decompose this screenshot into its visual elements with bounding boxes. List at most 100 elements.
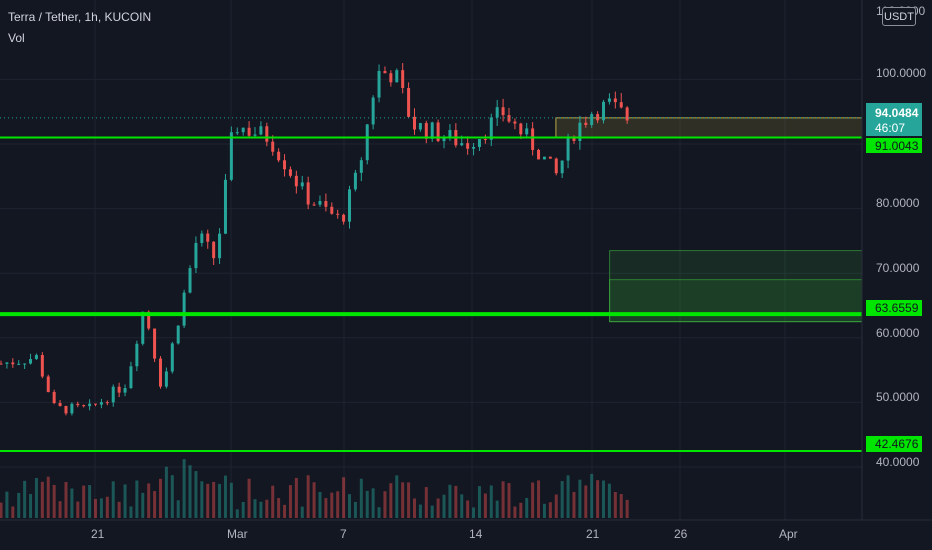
candle-body-102 bbox=[602, 101, 606, 121]
currency-button[interactable]: USDT bbox=[882, 7, 916, 26]
time-tick-21-feb: 21 bbox=[91, 527, 105, 541]
candle-body-35 bbox=[206, 233, 210, 242]
volume-bar-97 bbox=[572, 491, 576, 518]
volume-bar-22 bbox=[129, 506, 133, 518]
volume-bar-88 bbox=[519, 502, 523, 518]
volume-bar-0 bbox=[0, 502, 3, 518]
candle-body-64 bbox=[377, 70, 381, 98]
volume-bar-39 bbox=[229, 482, 233, 518]
candle-body-89 bbox=[525, 128, 529, 135]
candle-body-46 bbox=[271, 141, 275, 152]
volume-bar-46 bbox=[271, 485, 275, 518]
volume-bar-17 bbox=[99, 498, 103, 518]
candle-body-103 bbox=[607, 98, 611, 102]
volume-bar-62 bbox=[365, 490, 369, 518]
candle-body-2 bbox=[11, 362, 15, 365]
candle-body-24 bbox=[141, 311, 145, 344]
volume-bar-95 bbox=[560, 481, 564, 518]
volume-bar-100 bbox=[590, 473, 594, 518]
volume-bar-66 bbox=[389, 483, 393, 518]
volume-bar-51 bbox=[300, 506, 304, 518]
chart-title[interactable]: Terra / Tether, 1h, KUCOIN bbox=[8, 10, 152, 24]
candle-body-76 bbox=[448, 130, 452, 138]
volume-bar-53 bbox=[312, 482, 316, 518]
volume-bar-91 bbox=[537, 480, 541, 518]
candle-body-18 bbox=[105, 402, 109, 404]
candle-body-23 bbox=[135, 343, 139, 367]
candle-body-79 bbox=[466, 143, 470, 149]
candle-countdown: 46:07 bbox=[875, 121, 905, 135]
volume-bar-105 bbox=[619, 494, 623, 518]
volume-bar-55 bbox=[324, 498, 328, 518]
volume-bar-96 bbox=[566, 475, 570, 518]
volume-bar-90 bbox=[531, 482, 535, 518]
zone-2 bbox=[609, 250, 879, 323]
volume-bar-36 bbox=[212, 481, 216, 518]
volume-bar-40 bbox=[235, 509, 239, 518]
price-axis-panel[interactable] bbox=[862, 0, 932, 520]
candle-body-75 bbox=[442, 137, 446, 142]
volume-bar-76 bbox=[448, 484, 452, 518]
volume-bar-87 bbox=[513, 506, 517, 518]
volume-bar-94 bbox=[554, 494, 558, 518]
candle-body-28 bbox=[164, 371, 168, 387]
candle-body-101 bbox=[596, 114, 600, 121]
volume-bar-5 bbox=[29, 494, 33, 518]
volume-bar-8 bbox=[46, 476, 50, 518]
candle-body-8 bbox=[46, 376, 50, 392]
time-tick-mar: Mar bbox=[227, 527, 248, 541]
candle-body-22 bbox=[129, 366, 133, 389]
candle-body-105 bbox=[619, 102, 623, 108]
candle-body-30 bbox=[176, 325, 180, 344]
candle-body-70 bbox=[412, 116, 416, 130]
candle-body-33 bbox=[194, 242, 198, 269]
candle-body-91 bbox=[537, 149, 541, 160]
volume-bar-86 bbox=[507, 483, 511, 518]
candle-body-96 bbox=[566, 136, 570, 161]
volume-bar-75 bbox=[442, 494, 446, 518]
candle-body-37 bbox=[218, 233, 222, 259]
volume-bar-81 bbox=[477, 486, 481, 518]
candle-body-20 bbox=[117, 386, 121, 393]
last-price-value: 94.0484 bbox=[875, 106, 919, 120]
level-mid-value: 63.6559 bbox=[875, 301, 919, 315]
volume-bar-80 bbox=[472, 507, 476, 518]
volume-bars bbox=[0, 459, 629, 518]
candle-body-17 bbox=[99, 402, 103, 405]
volume-bar-67 bbox=[395, 475, 399, 518]
volume-bar-56 bbox=[330, 492, 334, 518]
time-axis-panel[interactable] bbox=[0, 520, 932, 550]
candle-body-21 bbox=[123, 388, 127, 393]
volume-bar-12 bbox=[70, 488, 74, 518]
candle-body-15 bbox=[88, 403, 92, 407]
horizontal-levels[interactable] bbox=[0, 136, 862, 453]
candle-body-57 bbox=[336, 213, 340, 215]
candle-body-48 bbox=[283, 160, 287, 170]
candle-body-47 bbox=[277, 151, 281, 161]
volume-bar-82 bbox=[483, 493, 487, 518]
volume-bar-13 bbox=[76, 501, 80, 518]
volume-bar-7 bbox=[40, 481, 44, 518]
volume-bar-98 bbox=[578, 479, 582, 518]
candle-body-5 bbox=[29, 359, 33, 364]
time-tick-apr: Apr bbox=[779, 527, 798, 541]
candle-body-74 bbox=[436, 122, 440, 142]
candle-body-80 bbox=[472, 146, 476, 149]
candle-body-43 bbox=[253, 134, 257, 136]
volume-bar-102 bbox=[602, 480, 606, 518]
volume-bar-103 bbox=[607, 483, 611, 518]
candle-body-11 bbox=[64, 405, 68, 414]
volume-bar-89 bbox=[525, 497, 529, 518]
candle-body-27 bbox=[158, 358, 162, 387]
candle-body-83 bbox=[489, 117, 493, 140]
candle-body-84 bbox=[495, 107, 499, 118]
volume-legend[interactable]: Vol bbox=[8, 31, 25, 45]
volume-bar-3 bbox=[17, 492, 21, 518]
candle-body-69 bbox=[407, 88, 411, 117]
volume-bar-68 bbox=[401, 482, 405, 518]
candle-body-56 bbox=[330, 206, 334, 214]
volume-bar-52 bbox=[306, 475, 310, 518]
volume-bar-11 bbox=[64, 482, 68, 518]
volume-bar-30 bbox=[176, 500, 180, 518]
